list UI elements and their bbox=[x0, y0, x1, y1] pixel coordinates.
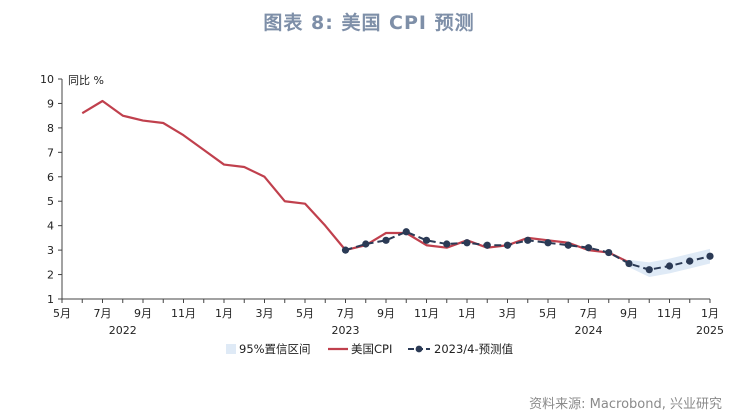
legend: 95%置信区间 美国CPI 2023/4-预测值 bbox=[226, 342, 514, 356]
y-tick-label: 7 bbox=[47, 146, 54, 159]
x-year-label: 2023 bbox=[332, 324, 360, 337]
forecast-point bbox=[544, 239, 552, 247]
x-tick-label: 5月 bbox=[296, 307, 314, 320]
x-tick-label: 9月 bbox=[134, 307, 152, 320]
forecast-point bbox=[443, 240, 451, 248]
x-tick-label: 7月 bbox=[94, 307, 112, 320]
x-tick-label: 11月 bbox=[414, 307, 439, 320]
y-unit-label: 同比 % bbox=[68, 74, 104, 87]
source-note: 资料来源: Macrobond, 兴业研究 bbox=[529, 397, 722, 412]
forecast-point bbox=[706, 252, 714, 260]
forecast-point bbox=[362, 240, 370, 248]
forecast-point bbox=[524, 236, 532, 244]
y-tick-label: 8 bbox=[47, 122, 54, 135]
y-tick-label: 5 bbox=[47, 195, 54, 208]
x-tick-label: 3月 bbox=[256, 307, 274, 320]
x-tick-label: 11月 bbox=[657, 307, 682, 320]
x-year-label: 2025 bbox=[696, 324, 724, 337]
forecast-point bbox=[564, 241, 572, 249]
y-tick-label: 3 bbox=[47, 244, 54, 257]
y-tick-label: 6 bbox=[47, 171, 54, 184]
legend-forecast-marker bbox=[415, 345, 423, 353]
legend-label: 95%置信区间 bbox=[239, 342, 311, 356]
x-tick-label: 1月 bbox=[458, 307, 476, 320]
forecast-point bbox=[341, 246, 350, 254]
x-tick-label: 9月 bbox=[377, 307, 395, 320]
axes: 1 2 3 4 5 6 7 8 9 10 同比 % 5月 7月 9月 11月 1月 3月 5月 7月 9月 11月 1月 3… bbox=[40, 73, 724, 337]
x-tick-label: 5月 bbox=[53, 307, 71, 320]
chart-title: 图表 8: 美国 CPI 预测 bbox=[263, 12, 475, 34]
forecast-point bbox=[382, 236, 390, 244]
y-tick-label: 9 bbox=[47, 97, 54, 110]
forecast-point bbox=[463, 239, 471, 247]
legend-band-swatch bbox=[226, 344, 236, 354]
x-tick-label: 1月 bbox=[701, 307, 719, 320]
y-tick-label: 2 bbox=[47, 269, 54, 282]
legend-label: 美国CPI bbox=[351, 342, 392, 356]
x-tick-label: 7月 bbox=[580, 307, 598, 320]
forecast-point bbox=[686, 257, 694, 265]
x-year-label: 2022 bbox=[109, 324, 137, 337]
y-tick-label: 4 bbox=[47, 220, 54, 233]
x-tick-label: 3月 bbox=[499, 307, 517, 320]
forecast-point bbox=[665, 262, 674, 270]
series-layer bbox=[81, 99, 714, 274]
y-tick-label: 1 bbox=[47, 293, 54, 306]
forecast-point bbox=[422, 236, 431, 244]
x-tick-label: 9月 bbox=[620, 307, 638, 320]
legend-label: 2023/4-预测值 bbox=[434, 342, 514, 356]
x-tick-label: 1月 bbox=[215, 307, 233, 320]
forecast-point bbox=[645, 266, 653, 274]
x-tick-label: 5月 bbox=[539, 307, 557, 320]
forecast-point bbox=[503, 241, 512, 249]
forecast-point bbox=[584, 244, 593, 252]
x-tick-label: 11月 bbox=[171, 307, 196, 320]
x-year-label: 2024 bbox=[575, 324, 603, 337]
forecast-point bbox=[625, 259, 633, 268]
forecast-point bbox=[483, 241, 491, 249]
x-tick-label: 7月 bbox=[337, 307, 355, 320]
forecast-point bbox=[605, 248, 613, 257]
forecast-point bbox=[402, 228, 410, 236]
cpi-line bbox=[81, 99, 630, 264]
y-tick-label: 10 bbox=[40, 73, 54, 86]
